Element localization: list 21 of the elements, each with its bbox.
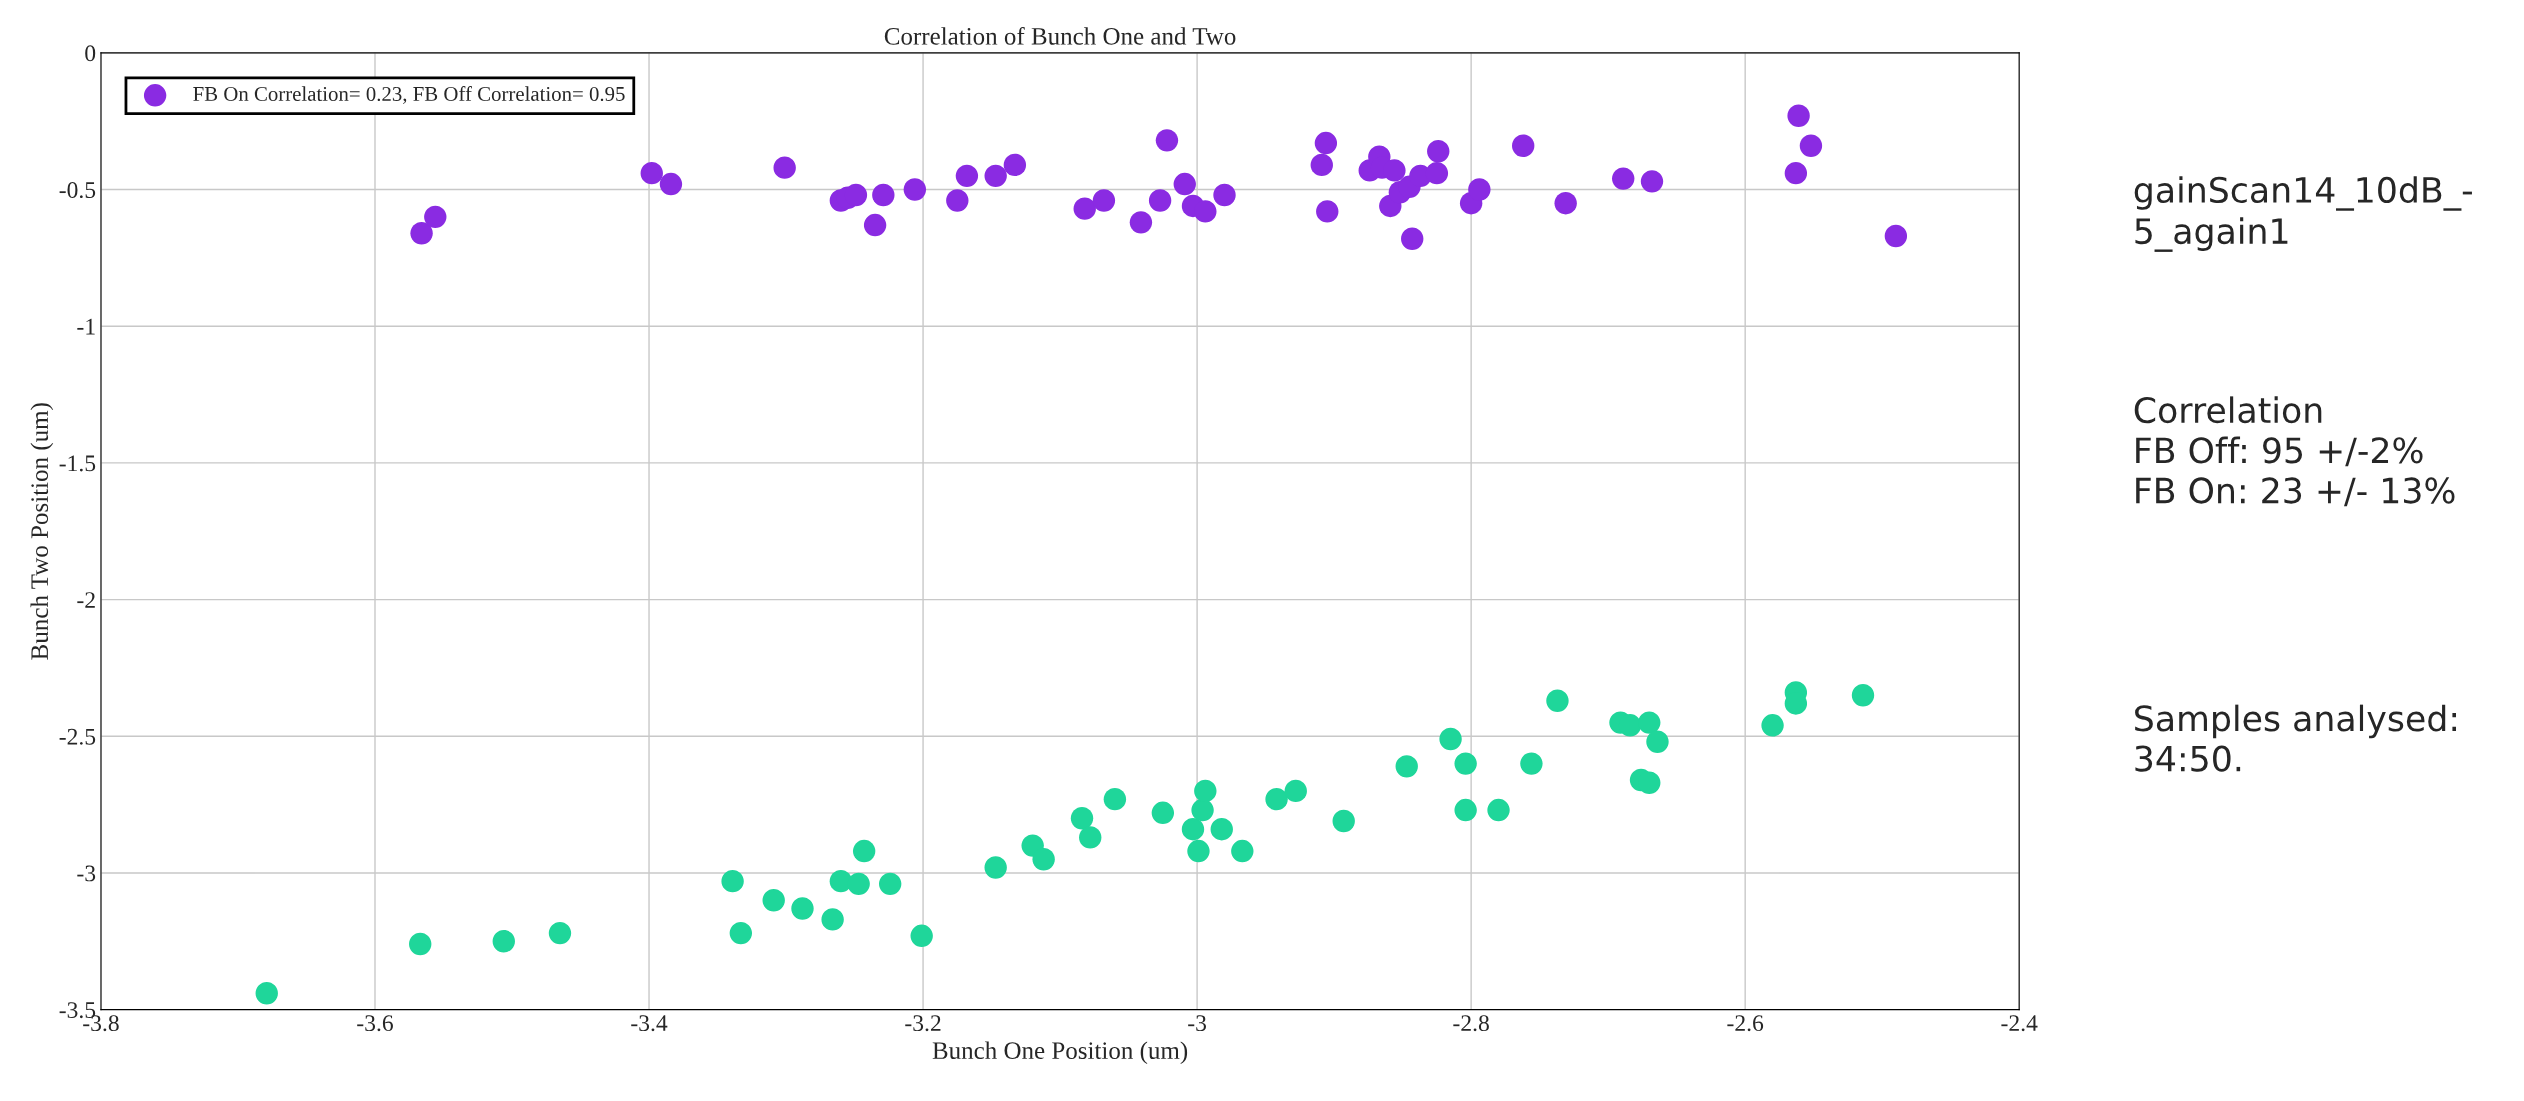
x-tick-label: -2.4	[2001, 1015, 2038, 1032]
x-tick-label: -3.6	[357, 1015, 393, 1032]
y-tick-label: -1	[77, 318, 95, 335]
chart-title: Correlation of Bunch One and Two	[884, 26, 1236, 45]
x-tick-label: -2.6	[1727, 1015, 1764, 1032]
y-tick-label: -3	[77, 865, 96, 882]
y-tick-label: -2	[77, 592, 95, 608]
y-tick-label: -1.5	[59, 455, 96, 472]
text: gainScan14_10dB_- 5_again1	[2134, 176, 2472, 252]
y-axis-title: Bunch Two Position (um)	[30, 403, 54, 660]
x-tick-label: -3.2	[905, 1015, 941, 1032]
x-tick-label: -3.4	[631, 1015, 668, 1032]
y-tick-label: -2.5	[59, 728, 96, 745]
text: Samples analysed: 34:50.	[2135, 704, 2456, 772]
x-axis-title: Bunch One Position (um)	[932, 1041, 1188, 1065]
x-tick-label: -3	[1188, 1015, 1207, 1032]
legend-label: FB On Correlation= 0.23, FB Off Correlation= 0.95	[193, 86, 625, 104]
y-tick-label: -0.5	[59, 182, 96, 199]
x-tick-label: -2.8	[1453, 1015, 1489, 1032]
y-tick-label: 0	[85, 45, 96, 62]
text: Correlation FB Off: 95 +/-2% FB On: 23 +/- 13%	[2134, 396, 2455, 507]
